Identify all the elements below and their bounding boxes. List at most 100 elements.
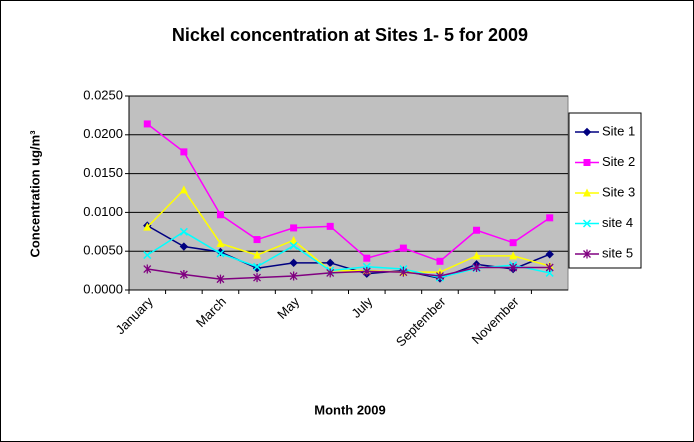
marker <box>436 257 444 265</box>
plot-area <box>128 95 569 291</box>
y-tick-label: 0.0100 <box>83 204 123 219</box>
data-point <box>399 244 407 252</box>
marker <box>143 120 151 128</box>
data-point <box>362 266 371 276</box>
marker <box>363 254 371 262</box>
marker <box>289 271 298 281</box>
legend-label: site 4 <box>602 215 633 230</box>
data-point <box>216 211 224 219</box>
data-point <box>472 251 481 260</box>
marker <box>583 188 591 197</box>
data-point <box>289 235 298 244</box>
data-point <box>289 271 298 281</box>
data-point <box>180 148 188 156</box>
marker <box>509 239 517 247</box>
marker <box>290 224 298 232</box>
marker <box>582 219 592 228</box>
data-point <box>143 222 152 231</box>
data-point <box>253 262 262 271</box>
series-line <box>146 123 551 263</box>
data-point <box>435 271 444 281</box>
marker <box>583 249 591 259</box>
marker <box>509 262 518 272</box>
chart-title: Nickel concentration at Sites 1- 5 for 2… <box>172 25 528 45</box>
y-tick-label: 0.0000 <box>83 281 123 296</box>
legend-label: site 5 <box>602 245 633 260</box>
data-point <box>326 268 335 278</box>
data-point <box>436 257 444 265</box>
marker <box>582 127 592 137</box>
data-point <box>546 214 554 222</box>
data-point <box>509 239 517 247</box>
data-point <box>179 227 188 236</box>
marker <box>253 262 262 271</box>
data-point <box>253 273 262 283</box>
data-point <box>143 120 151 128</box>
data-point <box>253 250 262 259</box>
data-point <box>545 262 554 272</box>
data-point <box>216 238 225 247</box>
marker <box>326 268 335 278</box>
marker <box>216 274 225 284</box>
data-point <box>216 249 225 258</box>
y-tick-label: 0.0200 <box>83 126 123 141</box>
data-point <box>143 251 152 260</box>
x-axis-title: Month 2009 <box>314 402 386 417</box>
marker <box>179 227 188 236</box>
data-point <box>545 250 554 259</box>
legend-marker <box>582 219 592 228</box>
data-point <box>326 222 334 230</box>
marker <box>253 250 262 259</box>
data-point <box>179 242 189 251</box>
marker <box>473 226 481 234</box>
data-point <box>473 226 481 234</box>
data-point <box>509 262 518 272</box>
y-tick-label: 0.0250 <box>83 87 123 102</box>
marker <box>399 267 408 277</box>
marker <box>216 238 225 247</box>
marker <box>472 262 481 272</box>
data-point <box>472 262 481 272</box>
data-point <box>143 264 152 274</box>
marker <box>326 222 334 230</box>
marker <box>435 271 444 281</box>
marker <box>289 258 298 268</box>
legend-label: Site 3 <box>602 184 635 199</box>
marker <box>289 241 298 250</box>
marker <box>509 251 518 260</box>
data-point <box>289 258 298 268</box>
marker <box>180 148 188 156</box>
marker <box>545 262 554 272</box>
y-tick-label: 0.0150 <box>83 165 123 180</box>
marker <box>179 242 189 251</box>
legend-label: Site 2 <box>602 154 635 169</box>
legend-marker <box>583 188 591 197</box>
marker <box>216 211 224 219</box>
marker <box>253 236 261 244</box>
data-point <box>290 224 298 232</box>
data-point <box>363 254 371 262</box>
legend-marker <box>583 159 591 166</box>
marker <box>289 235 298 244</box>
data-point <box>289 241 298 250</box>
marker <box>399 244 407 252</box>
marker <box>143 264 152 274</box>
data-point <box>179 269 188 279</box>
data-point <box>179 185 188 194</box>
marker <box>362 266 371 276</box>
data-point <box>253 236 261 244</box>
marker <box>179 185 188 194</box>
data-point <box>216 274 225 284</box>
marker <box>253 273 262 283</box>
marker <box>216 249 225 258</box>
marker <box>545 250 554 259</box>
data-point <box>509 251 518 260</box>
marker <box>143 251 152 260</box>
marker <box>143 222 152 231</box>
y-tick-label: 0.0050 <box>83 243 123 258</box>
y-axis-title: Concentration ug/m³ <box>27 130 42 258</box>
marker <box>472 251 481 260</box>
marker <box>583 159 591 166</box>
data-point <box>399 267 408 277</box>
